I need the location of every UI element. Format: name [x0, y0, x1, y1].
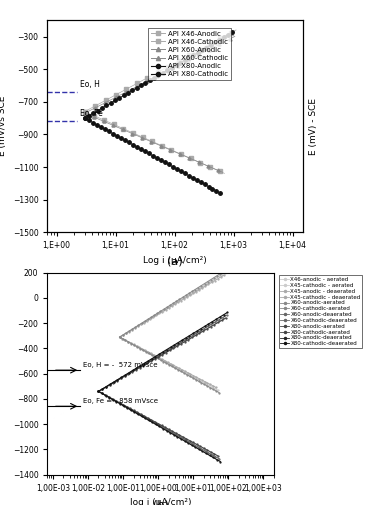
Legend: API X46-Anodic, API X46-Cathodic, API X60-Anodic, API X60-Cathodic, API X80-Anod: API X46-Anodic, API X46-Cathodic, API X6…	[148, 28, 231, 80]
Text: Eo, Fe: Eo, Fe	[80, 110, 103, 118]
Y-axis label: E (mV) - SCE: E (mV) - SCE	[308, 98, 318, 155]
Text: (a): (a)	[168, 256, 183, 266]
Text: (b): (b)	[153, 499, 169, 505]
Text: Eo, Fe = - 858 mVsce: Eo, Fe = - 858 mVsce	[82, 398, 158, 404]
Text: Eo, H = -  572 mVsce: Eo, H = - 572 mVsce	[82, 362, 157, 368]
X-axis label: log i (μA/cm²): log i (μA/cm²)	[130, 498, 191, 505]
Y-axis label: E (mV/vs SCE: E (mV/vs SCE	[0, 96, 7, 157]
Text: Eo, H: Eo, H	[80, 80, 100, 89]
X-axis label: Log i (μA/cm²): Log i (μA/cm²)	[143, 256, 207, 265]
Legend: X46-anodic - aerated, X45-cathodic - aerated, X45-anodic - deaerated, X45-cathod: X46-anodic - aerated, X45-cathodic - aer…	[279, 276, 362, 348]
